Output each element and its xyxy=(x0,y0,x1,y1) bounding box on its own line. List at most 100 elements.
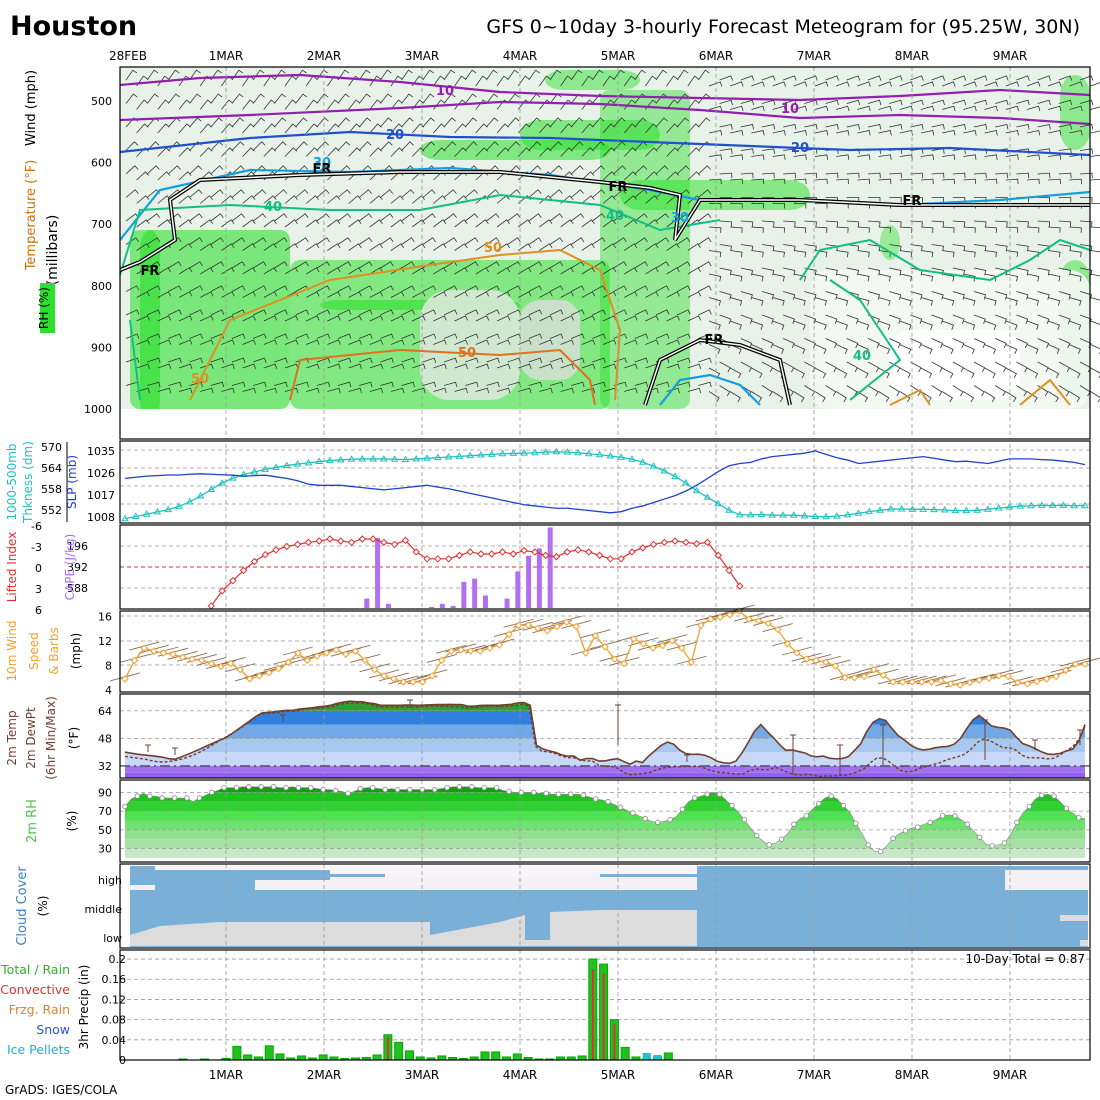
wind-barb xyxy=(263,99,276,110)
wind-barb xyxy=(1026,391,1038,403)
wind-barb xyxy=(157,339,172,345)
wind-barb xyxy=(146,261,161,269)
wind-barb xyxy=(337,141,351,151)
wind-barb xyxy=(825,172,839,179)
wind-barb xyxy=(517,75,530,87)
wind-barb xyxy=(772,130,786,136)
wind-barb xyxy=(814,226,828,233)
wind-barb xyxy=(708,226,722,233)
wind-barb xyxy=(655,117,668,128)
thickness-marker xyxy=(735,510,744,518)
wind-barb xyxy=(358,237,373,245)
wind-barb xyxy=(433,219,447,228)
page-title: GFS 0~10day 3-hourly Forecast Meteogram … xyxy=(486,16,1080,38)
wind-barb xyxy=(369,363,384,369)
wind-barb xyxy=(189,261,203,269)
wind-barb xyxy=(475,339,490,345)
wind-barb xyxy=(390,315,405,322)
rh-marker xyxy=(419,786,425,793)
wind-barb xyxy=(242,267,256,275)
wind-barb xyxy=(581,387,596,394)
tick-label: 90 xyxy=(98,786,112,799)
wind-barb xyxy=(814,154,828,160)
rh-marker xyxy=(952,813,958,819)
wind-barb xyxy=(496,267,511,275)
wind-barb xyxy=(528,141,542,151)
wind-barb xyxy=(931,314,944,324)
wind-barb xyxy=(602,267,617,275)
thickness-marker xyxy=(466,451,475,459)
thickness-marker xyxy=(800,511,809,519)
lifted-marker xyxy=(509,550,518,558)
precip-bar xyxy=(437,1055,447,1061)
wind-barb xyxy=(984,344,997,355)
wind-barb xyxy=(242,99,255,110)
wind-barb xyxy=(793,178,807,185)
wind-barb xyxy=(623,243,638,251)
wind10-marker xyxy=(1023,680,1032,688)
wind-barb xyxy=(1058,244,1072,252)
wind-barb xyxy=(677,309,691,316)
wind-barb xyxy=(899,391,911,403)
lifted-marker xyxy=(477,550,485,558)
wind-barb xyxy=(910,172,924,179)
rh-marker xyxy=(332,787,339,794)
wind-barb xyxy=(168,285,182,292)
wind-barb xyxy=(719,291,732,300)
wind-barb xyxy=(698,213,712,222)
wind-barb xyxy=(1005,105,1020,112)
wind-barb xyxy=(231,189,245,198)
wind-barb xyxy=(888,385,900,397)
wind10-marker xyxy=(438,656,446,665)
tick-label: low xyxy=(103,932,122,945)
date-label-bottom: 3MAR xyxy=(405,1068,440,1082)
wind10-marker xyxy=(975,676,984,684)
wind-barb xyxy=(454,75,466,87)
wind-barb xyxy=(422,333,437,339)
wind-barb xyxy=(581,339,596,345)
wind-barb xyxy=(189,357,203,363)
rh-band xyxy=(125,792,1085,802)
thickness-marker xyxy=(768,511,777,518)
tick-label: 1017 xyxy=(87,489,115,502)
wind-barb xyxy=(602,99,615,110)
date-label-top: 4MAR xyxy=(503,49,538,63)
wind-barb xyxy=(942,250,955,258)
thickness-marker xyxy=(1005,503,1014,510)
wind-barb xyxy=(984,226,997,233)
wind-barb xyxy=(676,69,689,81)
rh-marker xyxy=(122,803,128,810)
wind-barb xyxy=(910,75,924,81)
wind-barb xyxy=(1090,320,1100,330)
wind-barb xyxy=(475,291,490,298)
wind10-marker xyxy=(524,621,532,629)
wind-barb xyxy=(878,130,892,136)
wind-barb xyxy=(793,297,806,306)
wind-barb xyxy=(316,189,330,198)
wind-barb xyxy=(666,99,679,110)
tick-label: 64 xyxy=(98,705,112,718)
wind-barb xyxy=(348,123,361,134)
isotach-40 xyxy=(129,319,141,401)
wind-barb xyxy=(1069,297,1082,306)
precip-bar xyxy=(318,1054,328,1061)
wind-barb xyxy=(942,297,955,306)
wind-barb xyxy=(814,297,828,306)
wind-barb xyxy=(857,226,870,233)
wind-barb xyxy=(539,315,553,322)
tick-label: middle xyxy=(84,903,122,916)
wind-barb xyxy=(465,285,479,292)
wind-barb xyxy=(263,339,278,345)
wind-barb xyxy=(380,189,394,198)
wind-barb xyxy=(889,291,902,300)
wind-barb xyxy=(327,99,339,110)
wind-barb xyxy=(910,314,923,324)
rh-marker xyxy=(729,802,735,809)
wind-barb xyxy=(560,123,573,134)
wind-barb xyxy=(380,357,394,363)
wind-barb xyxy=(730,273,743,282)
tick-label: 12 xyxy=(98,635,112,648)
wind-barb xyxy=(793,226,807,233)
rh-color-key xyxy=(40,283,55,333)
wind-barb xyxy=(168,357,182,363)
